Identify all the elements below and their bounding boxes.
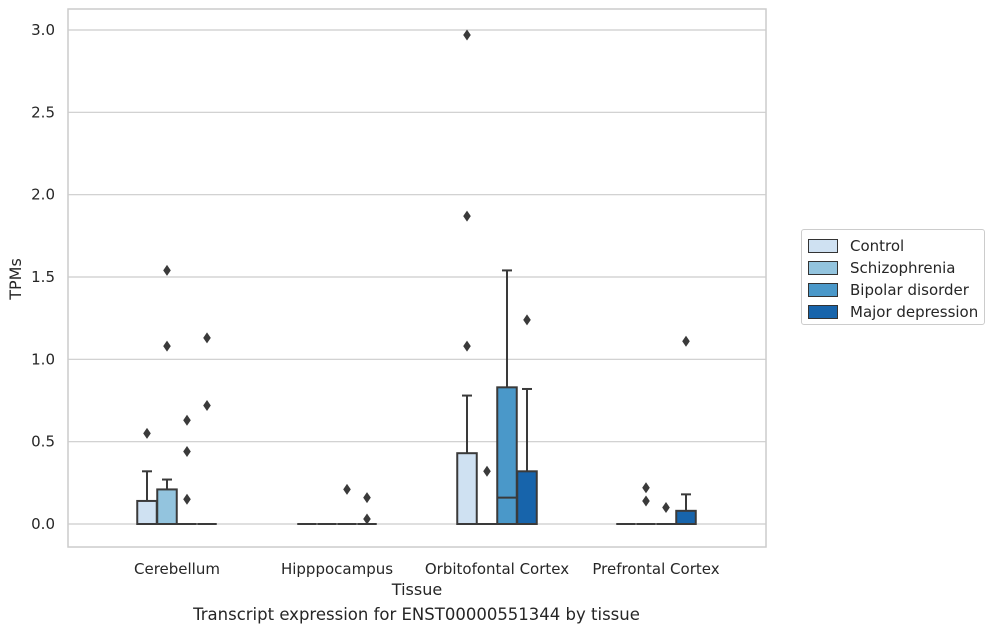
plot-area-frame: [67, 8, 767, 548]
outlier-point: [163, 340, 171, 352]
outlier-point: [463, 210, 471, 222]
legend-swatch-control: [808, 239, 838, 253]
box-group: [675, 335, 697, 525]
outlier-point: [183, 414, 191, 426]
outlier-point: [203, 332, 211, 344]
legend-item-schizophrenia: Schizophrenia: [808, 258, 955, 278]
legend: Control Schizophrenia Bipolar disorder M…: [801, 229, 985, 325]
legend-swatch-schizophrenia: [808, 261, 838, 275]
legend-item-bipolar-disorder: Bipolar disorder: [808, 280, 969, 300]
box-group: [636, 482, 656, 525]
x-axis-label: Tissue: [391, 580, 442, 599]
outlier-point: [642, 482, 650, 494]
legend-label-major-depression: Major depression: [850, 303, 979, 321]
chart-caption: Transcript expression for ENST0000055134…: [193, 605, 640, 624]
box-group: [477, 465, 497, 525]
box-group: [456, 29, 478, 525]
outlier-point: [483, 465, 491, 477]
box-group: [656, 502, 676, 525]
outlier-point: [183, 446, 191, 458]
outlier-point: [363, 513, 371, 525]
y-tick-label: 1.0: [31, 350, 55, 368]
y-axis-label: TPMs: [6, 258, 25, 301]
box-group: [177, 414, 197, 525]
outlier-point: [463, 340, 471, 352]
box: [675, 509, 697, 525]
box-group: [337, 483, 357, 525]
outlier-point: [463, 29, 471, 41]
legend-label-schizophrenia: Schizophrenia: [850, 259, 956, 277]
box: [516, 470, 538, 526]
x-tick-label: Prefrontal Cortex: [592, 560, 719, 578]
outlier-point: [363, 492, 371, 504]
legend-item-major-depression: Major depression: [808, 302, 978, 322]
box: [496, 386, 518, 525]
x-tick-label: Hipppocampus: [281, 560, 393, 578]
box-series: [136, 29, 697, 526]
legend-label-bipolar-disorder: Bipolar disorder: [850, 281, 969, 299]
box-group: [496, 269, 518, 525]
outlier-point: [523, 314, 531, 326]
gridlines: [68, 29, 766, 525]
box: [136, 499, 158, 525]
legend-swatch-major-depression: [808, 305, 838, 319]
outlier-point: [343, 483, 351, 495]
outlier-point: [143, 427, 151, 439]
x-tick-labels: Cerebellum Hipppocampus Orbitofontal Corte…: [134, 560, 720, 578]
outlier-point: [183, 493, 191, 505]
outlier-point: [163, 264, 171, 276]
box-group: [516, 314, 538, 526]
y-tick-labels: 0.0 0.5 1.0 1.5 2.0 2.5 3.0: [31, 21, 55, 533]
box-group: [156, 264, 178, 526]
outlier-point: [682, 335, 690, 347]
outlier-point: [642, 495, 650, 507]
box-group: [197, 332, 217, 525]
y-tick-label: 0.5: [31, 433, 55, 451]
box-group: [136, 427, 158, 525]
y-tick-label: 2.0: [31, 186, 55, 204]
y-tick-label: 3.0: [31, 21, 55, 39]
outlier-point: [662, 502, 670, 514]
legend-swatch-bipolar-disorder: [808, 283, 838, 297]
box: [456, 452, 478, 525]
x-tick-label: Cerebellum: [134, 560, 220, 578]
x-tick-label: Orbitofontal Cortex: [425, 560, 569, 578]
box: [156, 488, 178, 526]
y-tick-label: 0.0: [31, 515, 55, 533]
legend-label-control: Control: [850, 237, 905, 255]
outlier-point: [203, 399, 211, 411]
y-tick-label: 2.5: [31, 103, 55, 121]
box-group: [357, 492, 377, 525]
legend-item-control: Control: [808, 236, 904, 256]
y-tick-label: 1.5: [31, 268, 55, 286]
